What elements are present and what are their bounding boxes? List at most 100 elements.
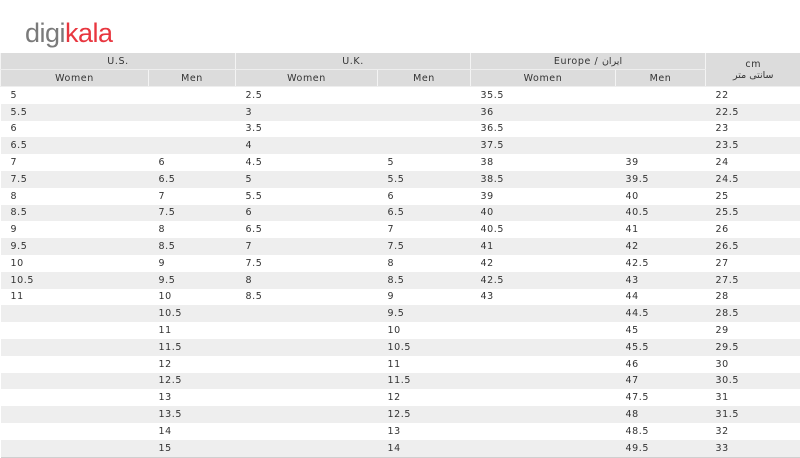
cell-cm: 25.5 [706, 205, 800, 222]
cell-uk-women: 3.5 [236, 121, 378, 138]
header-uk-men: Men [378, 70, 471, 87]
header-eu-women: Women [471, 70, 616, 87]
cell-cm: 30 [706, 356, 800, 373]
cell-us-women: 6.5 [1, 137, 149, 154]
cell-eu-women: 36 [471, 104, 616, 121]
cell-uk-men: 12 [378, 389, 471, 406]
cell-us-women [1, 305, 149, 322]
cell-uk-men: 8 [378, 255, 471, 272]
cell-uk-men: 10.5 [378, 339, 471, 356]
cell-cm: 33 [706, 440, 800, 457]
cell-us-men: 8 [149, 221, 236, 238]
cell-us-women [1, 322, 149, 339]
header-cm-label: cm [706, 59, 800, 70]
header-cm-persian-label: سانتی متر [706, 70, 800, 81]
header-group-row: U.S. U.K. Europe / ایران cm سانتی متر [1, 53, 800, 70]
table-row: 5.5 3 36 22.5 [1, 104, 800, 121]
cell-uk-men: 9 [378, 289, 471, 306]
cell-eu-men: 45 [616, 322, 706, 339]
cell-eu-women [471, 440, 616, 457]
cell-us-men: 12 [149, 356, 236, 373]
cell-us-men: 10.5 [149, 305, 236, 322]
cell-us-men: 9.5 [149, 272, 236, 289]
cell-eu-men [616, 137, 706, 154]
cell-us-women [1, 373, 149, 390]
cell-uk-women [236, 305, 378, 322]
cell-uk-men: 7.5 [378, 238, 471, 255]
cell-cm: 27.5 [706, 272, 800, 289]
cell-us-women: 8.5 [1, 205, 149, 222]
cell-uk-women: 3 [236, 104, 378, 121]
cell-uk-men: 14 [378, 440, 471, 457]
cell-uk-men: 5.5 [378, 171, 471, 188]
cell-uk-women: 7 [236, 238, 378, 255]
cell-eu-women: 42 [471, 255, 616, 272]
cell-eu-women [471, 423, 616, 440]
cell-cm: 32 [706, 423, 800, 440]
cell-eu-women [471, 322, 616, 339]
cell-eu-women: 40 [471, 205, 616, 222]
cell-cm: 23.5 [706, 137, 800, 154]
cell-us-men: 13.5 [149, 406, 236, 423]
cell-us-men: 7.5 [149, 205, 236, 222]
cell-us-women: 7.5 [1, 171, 149, 188]
cell-eu-women [471, 305, 616, 322]
cell-uk-women: 4.5 [236, 154, 378, 171]
cell-eu-men [616, 104, 706, 121]
cell-eu-women [471, 356, 616, 373]
cell-us-men: 14 [149, 423, 236, 440]
cell-eu-women: 38 [471, 154, 616, 171]
cell-us-women: 10.5 [1, 272, 149, 289]
cell-uk-women [236, 356, 378, 373]
cell-us-women: 8 [1, 188, 149, 205]
cell-uk-women [236, 440, 378, 457]
cell-uk-men [378, 137, 471, 154]
cell-us-women [1, 339, 149, 356]
cell-uk-men: 11.5 [378, 373, 471, 390]
cell-us-women: 7 [1, 154, 149, 171]
cell-us-women [1, 356, 149, 373]
cell-eu-men: 48.5 [616, 423, 706, 440]
cell-eu-women: 35.5 [471, 87, 616, 104]
cell-us-men: 6 [149, 154, 236, 171]
cell-us-men: 6.5 [149, 171, 236, 188]
cell-uk-women [236, 373, 378, 390]
cell-uk-women: 2.5 [236, 87, 378, 104]
cell-cm: 31 [706, 389, 800, 406]
digikala-logo[interactable]: digikala [25, 18, 113, 49]
cell-eu-men: 39.5 [616, 171, 706, 188]
cell-eu-men: 48 [616, 406, 706, 423]
cell-uk-men: 9.5 [378, 305, 471, 322]
cell-cm: 22.5 [706, 104, 800, 121]
cell-cm: 26.5 [706, 238, 800, 255]
header-us-men: Men [149, 70, 236, 87]
cell-uk-men [378, 104, 471, 121]
cell-us-men: 11 [149, 322, 236, 339]
cell-eu-women: 38.5 [471, 171, 616, 188]
cell-us-women [1, 389, 149, 406]
cell-uk-men: 10 [378, 322, 471, 339]
cell-cm: 28.5 [706, 305, 800, 322]
cell-eu-women: 40.5 [471, 221, 616, 238]
cell-eu-women [471, 389, 616, 406]
cell-us-women [1, 423, 149, 440]
cell-us-men [149, 87, 236, 104]
cell-eu-women: 42.5 [471, 272, 616, 289]
cell-us-women: 5.5 [1, 104, 149, 121]
cell-eu-men: 42.5 [616, 255, 706, 272]
cell-cm: 31.5 [706, 406, 800, 423]
cell-uk-men: 11 [378, 356, 471, 373]
cell-us-men [149, 104, 236, 121]
